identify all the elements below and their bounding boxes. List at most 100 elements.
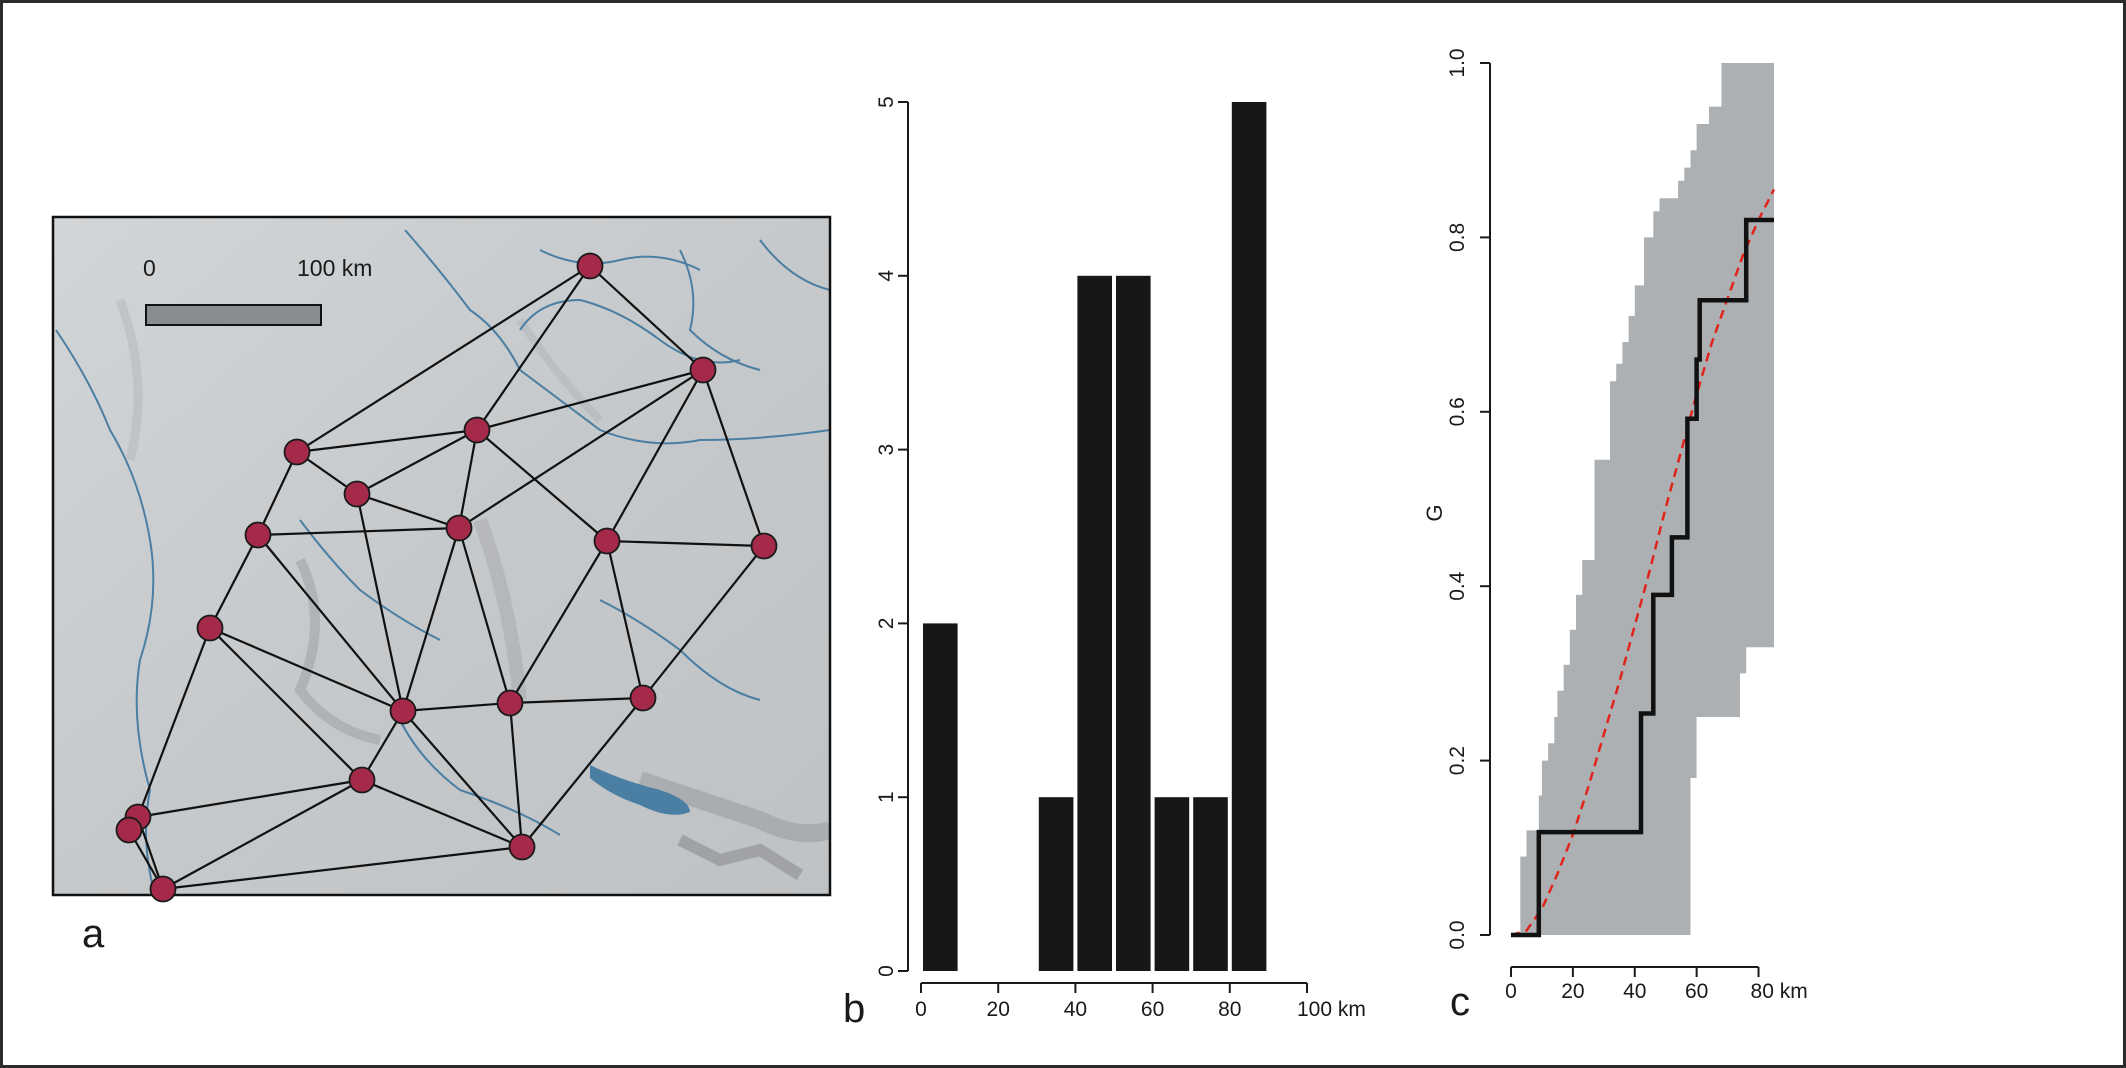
network-edge — [209, 534, 259, 629]
station-node — [115, 816, 143, 844]
panel-c-label: c — [1450, 980, 1470, 1024]
terrain-background — [53, 217, 830, 895]
network-edge — [508, 702, 524, 848]
x-tick-label: 80 km — [1751, 980, 1808, 1003]
y-tick-label: 5 — [875, 96, 898, 108]
network-edge — [162, 779, 363, 890]
y-tick-label: 0.0 — [1446, 920, 1469, 949]
g-function-axes: 0 20 40 60 80 km 0.0 0.2 0.4 0.6 0.8 1.0 — [1446, 48, 1808, 1003]
station-node — [389, 697, 417, 725]
network-edge — [605, 540, 645, 699]
histogram-bar — [1193, 797, 1228, 971]
observed-step-curve — [1511, 217, 1774, 938]
scale-bar-bar — [145, 304, 322, 326]
y-tick-label: 0.8 — [1446, 223, 1469, 252]
histogram-bars — [923, 102, 1267, 971]
panel-a-label: a — [82, 912, 105, 956]
map-panel: 0 100 km a — [51, 215, 832, 956]
station-node — [149, 875, 177, 903]
y-tick-label: 0.4 — [1446, 571, 1469, 601]
x-tick-label: 40 — [1064, 998, 1087, 1021]
station-node — [445, 514, 473, 542]
network-edge — [509, 540, 608, 704]
y-tick-label: 0 — [875, 965, 898, 977]
station-node — [196, 614, 224, 642]
network-edge — [355, 493, 405, 712]
y-axis-label: G — [1422, 504, 1447, 521]
x-tick-label: 60 — [1685, 980, 1708, 1003]
scale-start-label: 0 — [143, 255, 156, 281]
network-edge — [356, 492, 460, 530]
y-tick-label: 1 — [875, 791, 898, 803]
network-edge — [476, 368, 704, 432]
y-tick-label: 2 — [875, 618, 898, 630]
g-function-panel: 0 20 40 60 80 km 0.0 0.2 0.4 0.6 0.8 1.0 G c — [1422, 48, 1808, 1024]
network-edge — [589, 265, 704, 371]
network-edge — [361, 778, 523, 849]
rivers — [55, 229, 830, 895]
histogram-bar — [1038, 797, 1074, 971]
network-edge — [457, 527, 512, 704]
x-tick-label: 60 — [1141, 998, 1164, 1021]
network-edge — [476, 429, 608, 542]
network-edge — [257, 526, 460, 537]
panel-b-label: b — [843, 987, 865, 1031]
network-edge — [296, 265, 591, 453]
network-edge — [642, 545, 765, 699]
network-edge — [209, 626, 404, 713]
network-edge — [509, 696, 644, 705]
network-edge — [257, 451, 298, 536]
station-node — [244, 521, 272, 549]
x-tick-label: 0 — [915, 998, 927, 1021]
y-tick-label: 0.2 — [1446, 746, 1469, 775]
network-edge — [162, 845, 523, 891]
network-edge — [401, 527, 461, 712]
y-tick-label: 0.6 — [1446, 397, 1469, 426]
network-edge — [457, 429, 479, 529]
network-edge — [521, 697, 644, 848]
station-node — [576, 252, 604, 280]
network-edges — [128, 265, 766, 891]
network-edge — [606, 539, 765, 548]
histogram-panel: 0 20 40 60 80 100 km 0 1 2 3 4 5 b — [843, 96, 1366, 1031]
simulation-envelope — [1511, 63, 1774, 935]
network-edge — [402, 710, 523, 848]
y-tick-label: 4 — [875, 270, 898, 282]
station-node — [343, 480, 371, 508]
lake — [590, 765, 690, 815]
x-tick-label: 0 — [1505, 980, 1517, 1003]
histogram-bar — [1116, 275, 1151, 971]
network-edge — [257, 534, 404, 712]
histogram-bar — [1077, 275, 1112, 971]
x-tick-label: 20 — [987, 998, 1010, 1021]
histogram-bar — [1231, 102, 1267, 971]
x-tick-label: 100 km — [1297, 998, 1366, 1021]
station-node — [496, 689, 524, 717]
network-edge — [402, 701, 511, 713]
x-tick-label: 80 — [1218, 998, 1241, 1021]
histogram-bar — [923, 623, 958, 971]
map-frame — [51, 215, 832, 897]
network-edge — [356, 429, 478, 495]
station-node — [348, 766, 376, 794]
y-tick-label: 3 — [875, 444, 898, 456]
station-node — [508, 833, 536, 861]
network-edge — [606, 369, 704, 542]
network-edge — [701, 369, 766, 547]
relief-shading — [115, 298, 830, 881]
network-edge — [296, 428, 478, 454]
station-node — [593, 527, 621, 555]
histogram-bar — [1154, 797, 1190, 971]
station-node — [463, 416, 491, 444]
y-tick-label: 1.0 — [1446, 48, 1469, 77]
station-node — [689, 356, 717, 384]
network-edge — [209, 627, 363, 781]
network-edge — [137, 778, 363, 819]
network-nodes — [115, 252, 778, 903]
station-node — [283, 438, 311, 466]
scale-bar: 0 100 km — [143, 255, 372, 326]
network-edge — [458, 369, 704, 529]
station-node — [629, 684, 657, 712]
histogram-axes: 0 20 40 60 80 100 km 0 1 2 3 4 5 — [875, 96, 1366, 1021]
